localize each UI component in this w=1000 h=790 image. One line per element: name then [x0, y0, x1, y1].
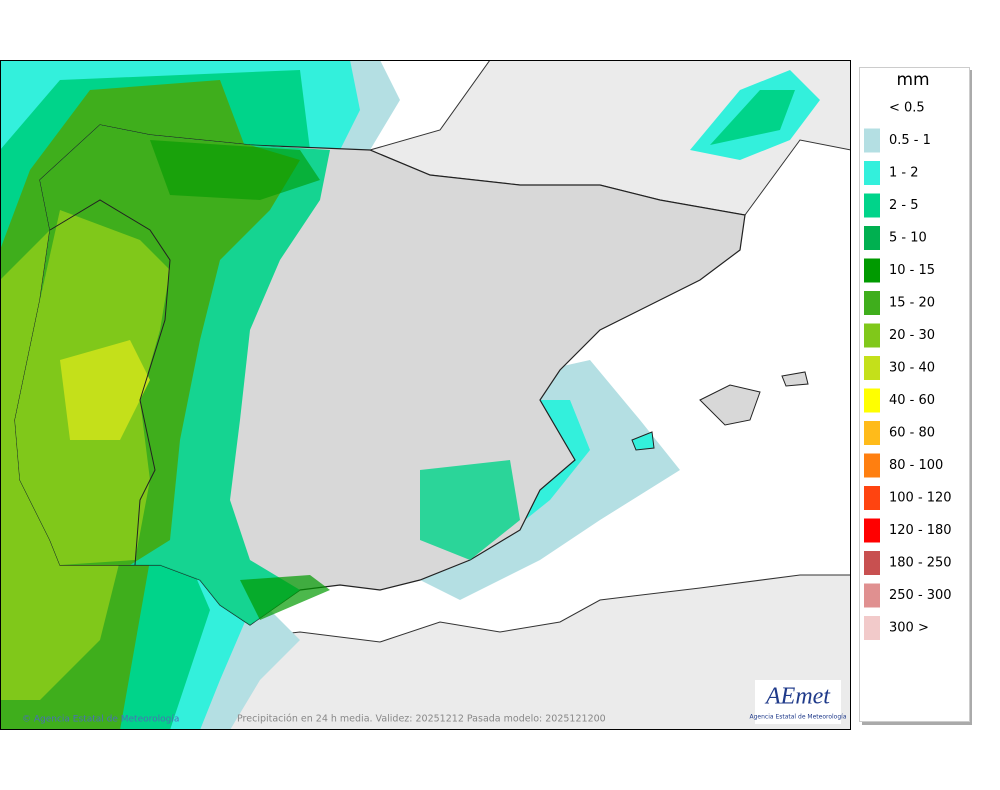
- legend-label: 300 >: [889, 621, 929, 636]
- legend-label: 100 - 120: [889, 491, 952, 506]
- precip-gulf-2: [710, 90, 795, 145]
- legend-label: 30 - 40: [889, 361, 935, 376]
- legend-label: 15 - 20: [889, 296, 935, 311]
- legend-label: < 0.5: [889, 101, 925, 116]
- legend-swatch: [864, 193, 880, 218]
- menorca: [781, 371, 809, 387]
- legend-swatch: [864, 616, 880, 640]
- mallorca: [699, 384, 761, 426]
- footer: Precipitación en 24 h media. Validez: 20…: [237, 714, 606, 725]
- legend-title: mm: [896, 70, 929, 90]
- border: [49, 199, 171, 566]
- precip-southeast: [420, 460, 520, 560]
- logo-box: [755, 680, 841, 724]
- legend-label: 2 - 5: [889, 198, 919, 213]
- legend-label: 0.5 - 1: [889, 133, 931, 148]
- legend-swatch: [864, 356, 880, 380]
- legend-label: 40 - 60: [889, 393, 935, 408]
- legend-swatch: [864, 128, 880, 153]
- ibiza: [631, 431, 655, 451]
- legend-label: 60 - 80: [889, 426, 935, 441]
- legend: < 0.5 0.5 - 1 1 - 2 2 - 5 5 - 10 10 - 15 15 - …: [864, 101, 952, 640]
- legend-swatch: [864, 421, 880, 445]
- legend-label: 20 - 30: [889, 328, 935, 343]
- map: © Agencia Estatal de Meteorología Precip…: [0, 60, 851, 730]
- legend-swatch: [864, 583, 880, 608]
- precip-cantabria: [150, 140, 320, 200]
- legend-label: 5 - 10: [889, 231, 927, 246]
- legend-swatch: [864, 551, 880, 575]
- copyright: © Agencia Estatal de Meteorología: [22, 715, 179, 725]
- legend-swatch: [864, 258, 880, 283]
- legend-label: 250 - 300: [889, 588, 952, 603]
- legend-swatch: [864, 453, 880, 478]
- map-frame: [0, 60, 851, 730]
- legend-swatch: [864, 323, 880, 348]
- legend-swatch: [864, 161, 880, 185]
- legend-label: 1 - 2: [889, 166, 919, 181]
- precip-south: [240, 575, 330, 620]
- legend-swatch: [864, 388, 880, 413]
- logo: AEmet: [764, 684, 831, 710]
- legend-label: 120 - 180: [889, 523, 952, 538]
- logo-subtitle: Agencia Estatal de Meteorología: [750, 714, 847, 721]
- legend-label: 180 - 250: [889, 556, 952, 571]
- legend-label: 10 - 15: [889, 263, 935, 278]
- legend-swatch: [864, 518, 880, 543]
- legend-swatch: [864, 226, 880, 250]
- legend-swatch: [864, 291, 880, 315]
- legend-swatch: [864, 486, 880, 510]
- legend-label: 80 - 100: [889, 458, 943, 473]
- precip-portugal-max: [60, 340, 150, 440]
